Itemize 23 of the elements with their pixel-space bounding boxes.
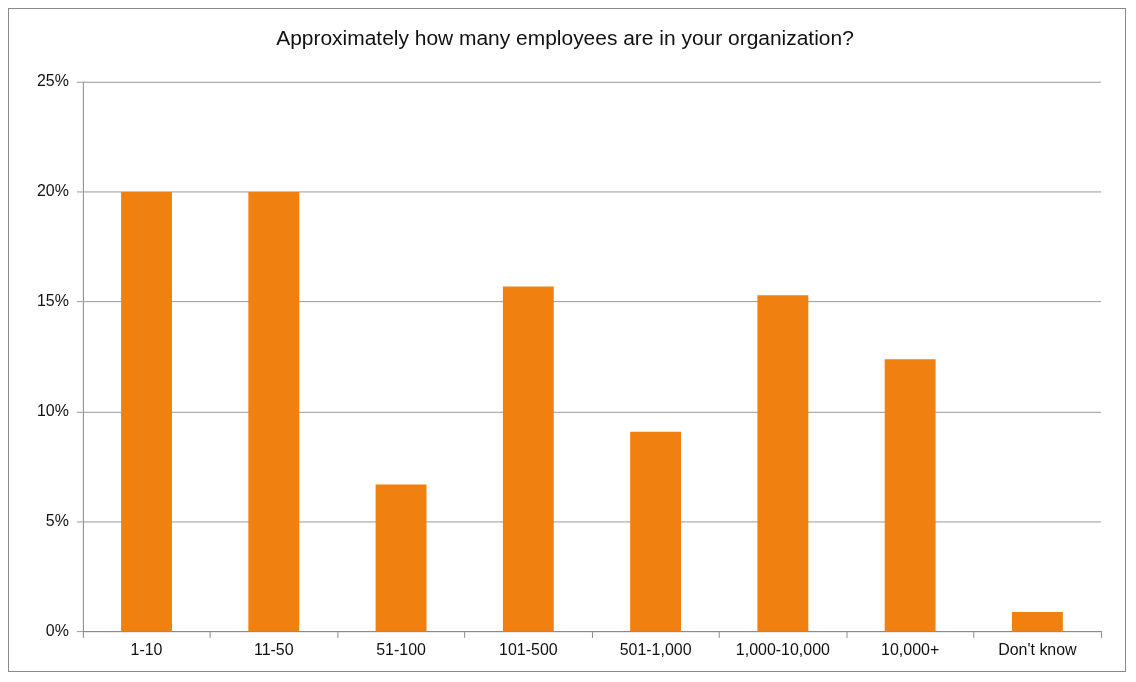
chart-title: Approximately how many employees are in your organization? <box>276 26 854 50</box>
bar <box>1011 612 1063 632</box>
bar <box>757 295 809 632</box>
x-tick-label: 501-1,000 <box>619 640 692 658</box>
x-tick-label: 1-10 <box>130 640 163 658</box>
bar <box>502 286 554 632</box>
y-tick-label: 5% <box>45 512 69 530</box>
bar <box>121 191 172 632</box>
x-tick-label: 10,000+ <box>881 640 940 658</box>
y-tick-label: 0% <box>45 622 69 640</box>
x-tick-label: 51-100 <box>376 640 427 658</box>
x-tick-label: 1,000-10,000 <box>735 640 831 658</box>
bar <box>630 431 682 632</box>
x-tick-label: Don't know <box>998 640 1078 658</box>
bar <box>375 484 427 632</box>
y-tick-label: 10% <box>36 402 69 420</box>
bar <box>248 191 300 632</box>
y-tick-label: 20% <box>36 182 69 200</box>
x-tick-label: 101-500 <box>499 640 558 658</box>
bar <box>884 359 936 632</box>
y-tick-label: 25% <box>36 72 69 90</box>
y-tick-label: 15% <box>36 292 69 310</box>
x-tick-label: 11-50 <box>253 640 294 658</box>
